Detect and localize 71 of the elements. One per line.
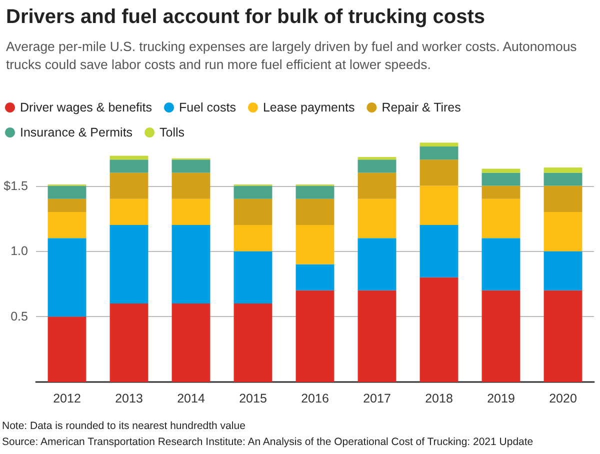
x-tick-label: 2016 bbox=[301, 392, 329, 406]
bar bbox=[48, 316, 86, 382]
bar bbox=[420, 142, 458, 147]
text: Note: Data is rounded to its nearest hundredth value bbox=[2, 419, 246, 434]
bar bbox=[482, 198, 520, 238]
x-tick-label: 2019 bbox=[487, 392, 515, 406]
source-note: Source: American Transportation Research Institute: An Analysis of the Operational Cost of Trucking: 2021 Update bbox=[2, 435, 534, 450]
bar bbox=[420, 277, 458, 382]
bar bbox=[358, 172, 396, 199]
bar bbox=[48, 212, 86, 238]
x-tick-label: 2018 bbox=[425, 392, 453, 406]
bar bbox=[544, 251, 582, 290]
bar bbox=[544, 212, 582, 252]
bar bbox=[172, 225, 210, 304]
bar bbox=[110, 172, 148, 199]
bar bbox=[296, 225, 334, 264]
bar bbox=[482, 238, 520, 290]
bar bbox=[234, 225, 272, 252]
legend-label: Tolls bbox=[160, 126, 185, 140]
bar bbox=[296, 186, 334, 199]
bar bbox=[358, 157, 396, 160]
x-tick-label: 2014 bbox=[177, 392, 205, 406]
bar bbox=[172, 304, 210, 382]
y-tick-label: $1.5 bbox=[4, 178, 28, 193]
bar bbox=[234, 186, 272, 199]
bar bbox=[48, 198, 86, 212]
bar bbox=[544, 290, 582, 382]
bar bbox=[358, 290, 396, 382]
bar bbox=[110, 156, 148, 160]
bar bbox=[48, 238, 86, 317]
bar bbox=[172, 198, 210, 226]
legend-label: Repair & Tires bbox=[382, 100, 461, 114]
bar bbox=[296, 264, 334, 290]
x-tick-label: 2013 bbox=[115, 392, 143, 406]
x-tick-label: 2015 bbox=[239, 392, 267, 406]
bar bbox=[544, 186, 582, 212]
y-tick-label: 1.0 bbox=[10, 244, 28, 258]
bar bbox=[420, 186, 458, 226]
bar bbox=[358, 198, 396, 238]
bar bbox=[420, 160, 458, 186]
bar bbox=[48, 186, 86, 199]
legend-label: Driver wages & benefits bbox=[20, 100, 152, 114]
bar bbox=[482, 290, 520, 382]
bar bbox=[172, 160, 210, 173]
bar bbox=[234, 304, 272, 382]
bar bbox=[110, 160, 148, 173]
chart-title: Drivers and fuel account for bulk of trucking costs bbox=[6, 6, 485, 29]
bar bbox=[110, 225, 148, 304]
bar bbox=[296, 290, 334, 382]
x-tick-label: 2017 bbox=[363, 392, 391, 406]
bar bbox=[358, 160, 396, 173]
legend-label: Fuel costs bbox=[179, 100, 236, 114]
bar bbox=[544, 167, 582, 173]
chart-subtitle: Average per-mile U.S. trucking expenses are largely driven by fuel and worker costs. Autonomous trucks could save labor costs and run more fuel efficient at lower speeds. bbox=[6, 38, 578, 74]
bar bbox=[110, 198, 148, 226]
bar bbox=[172, 172, 210, 199]
legend-label: Insurance & Permits bbox=[20, 126, 133, 140]
bar bbox=[420, 146, 458, 160]
bar bbox=[420, 225, 458, 278]
bar bbox=[544, 172, 582, 186]
bar bbox=[110, 304, 148, 382]
legend-label: Lease payments bbox=[262, 100, 355, 114]
bar bbox=[296, 198, 334, 226]
x-tick-label: 2012 bbox=[53, 392, 81, 406]
bar bbox=[482, 172, 520, 186]
bar bbox=[234, 198, 272, 226]
bar bbox=[358, 238, 396, 290]
bar bbox=[234, 251, 272, 304]
bar bbox=[482, 186, 520, 199]
x-tick-label: 2020 bbox=[549, 392, 577, 406]
y-tick-label: 0.5 bbox=[10, 310, 28, 324]
